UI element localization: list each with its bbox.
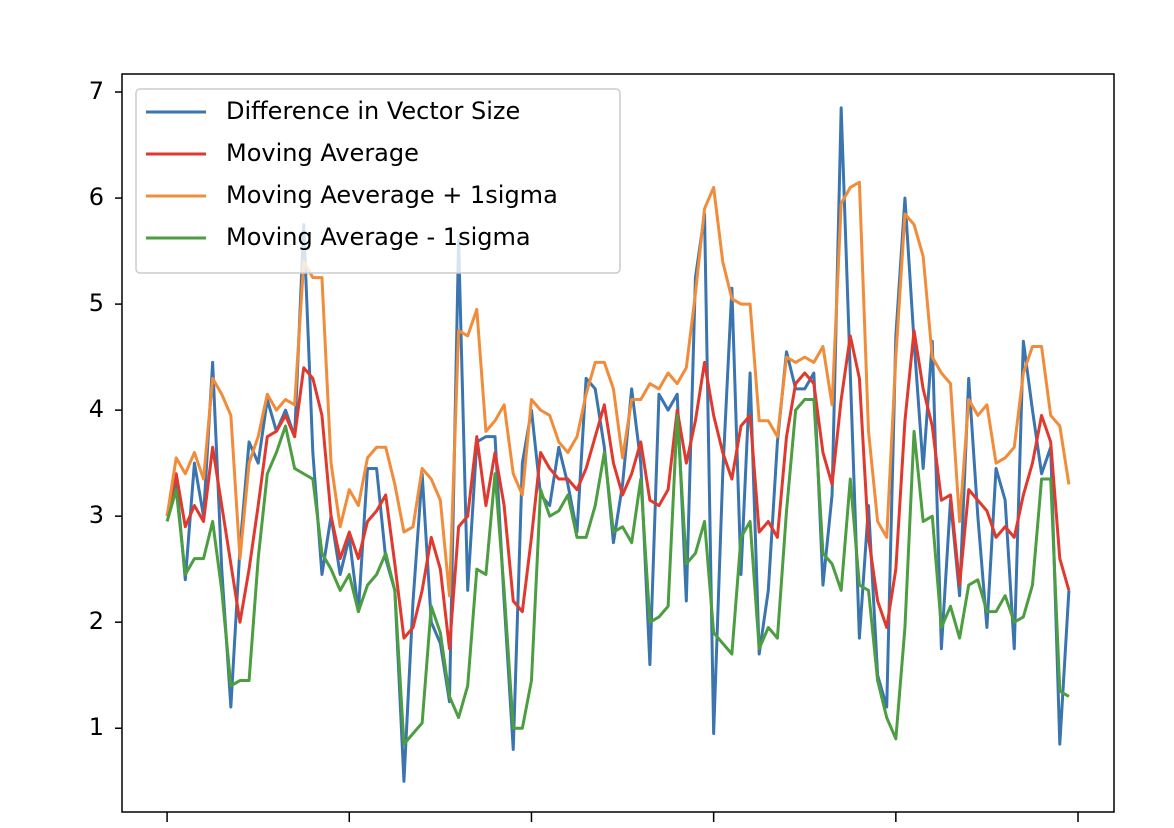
y-tick-label: 2: [89, 607, 104, 635]
legend: Difference in Vector Size Moving Average M…: [135, 88, 621, 274]
y-tick-label: 1: [89, 713, 104, 741]
y-tick-label: 4: [89, 395, 104, 423]
y-tick-label: 6: [89, 183, 104, 211]
y-tick-label: 3: [89, 501, 104, 529]
series-line: [165, 398, 1070, 746]
series-line: [165, 180, 1071, 598]
legend-box: [135, 88, 621, 274]
legend-label: Moving Average - 1sigma: [226, 223, 531, 251]
legend-label: Moving Aeverage + 1sigma: [226, 181, 558, 209]
legend-label: Moving Average: [226, 139, 419, 167]
y-tick-label: 5: [89, 289, 104, 317]
axes-frame: [121, 73, 1115, 813]
series-line: [165, 329, 1071, 651]
y-tick-label: 7: [89, 77, 104, 105]
legend-label: Difference in Vector Size: [226, 97, 520, 125]
